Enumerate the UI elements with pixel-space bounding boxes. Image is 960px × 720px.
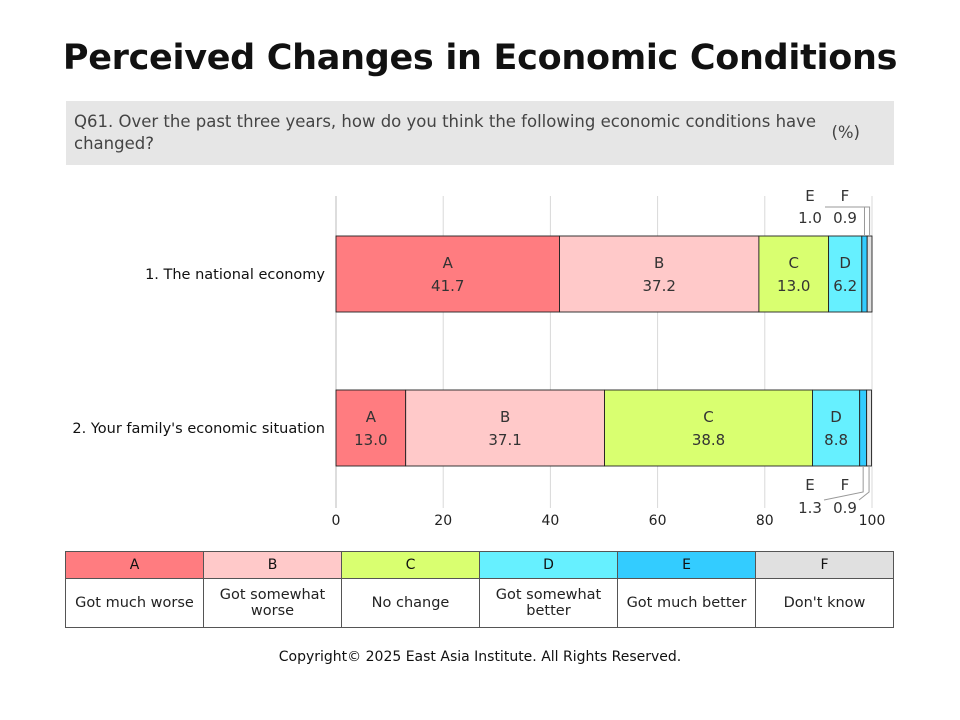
data-label: 0.9 [833,499,857,517]
bar-segment [861,235,868,313]
segment-name-label: B [500,408,510,426]
page-title: Perceived Changes in Economic Conditions [62,38,898,78]
data-label: 13.0 [777,277,810,295]
legend-code-e: E [617,551,756,579]
segment-name-label: A [366,408,377,426]
legend-header-row: A B C D E F [65,551,894,579]
data-label: 13.0 [354,431,387,449]
leader-line [823,466,864,501]
bar-segment [405,389,605,467]
segment-name-label: F [841,187,850,205]
data-label: 37.1 [488,431,521,449]
bar-segment [828,235,863,313]
legend-code-b: B [203,551,342,579]
data-label: 0.9 [833,209,857,227]
question-box: Q61. Over the past three years, how do y… [66,101,894,165]
question-text: Q61. Over the past three years, how do y… [74,112,817,153]
segment-name-label: D [830,408,842,426]
data-label: 41.7 [431,277,464,295]
copyright-text: Copyright© 2025 East Asia Institute. All… [278,649,682,665]
x-tick-label: 60 [649,513,667,529]
data-label: 38.8 [692,431,725,449]
legend-label-a: Got much worse [65,578,204,628]
x-tick-label: 20 [434,513,452,529]
legend-table: A B C D E F Got much worse Got somewhat … [65,551,894,628]
segment-name-label: E [805,187,814,205]
legend-code-a: A [65,551,204,579]
bar-segment [758,235,830,313]
bar-segment [866,235,873,313]
data-label: 8.8 [824,431,848,449]
legend-label-e: Got much better [617,578,756,628]
bar-segment [604,389,813,467]
bar-segment [866,389,872,467]
segment-name-label: F [841,476,850,494]
x-tick-label: 40 [541,513,559,529]
data-label: 1.0 [798,209,822,227]
legend-code-c: C [341,551,480,579]
legend-label-row: Got much worse Got somewhat worse No cha… [65,578,894,628]
leader-line [860,206,871,236]
legend-label-d: Got somewhat better [479,578,618,628]
data-label: 37.2 [643,277,676,295]
data-label: 1.3 [798,499,822,517]
bar-segment [335,389,407,467]
category-label: 2. Your family's economic situation [72,421,325,437]
question-unit: (%) [831,123,860,142]
leader-line [858,466,870,501]
segment-name-label: D [839,254,851,272]
segment-name-label: A [443,254,454,272]
bar-segment [859,389,868,467]
x-tick-label: 100 [859,513,886,529]
legend-code-d: D [479,551,618,579]
x-tick-label: 80 [756,513,774,529]
legend-label-c: No change [341,578,480,628]
category-label: 1. The national economy [145,267,325,283]
data-label: 6.2 [833,277,857,295]
bar-segment [812,389,861,467]
stacked-bar-chart: 0 20 40 60 80 100 1. The national economy A 41.7… [72,187,886,529]
legend-label-f: Don't know [755,578,894,628]
x-tick-label: 0 [332,513,341,529]
legend-label-b: Got somewhat worse [203,578,342,628]
bar-segment [335,235,560,313]
segment-name-label: B [654,254,664,272]
segment-name-label: C [789,254,799,272]
segment-name-label: C [703,408,713,426]
bar-segment [559,235,760,313]
legend-code-f: F [755,551,894,579]
segment-name-label: E [805,476,814,494]
